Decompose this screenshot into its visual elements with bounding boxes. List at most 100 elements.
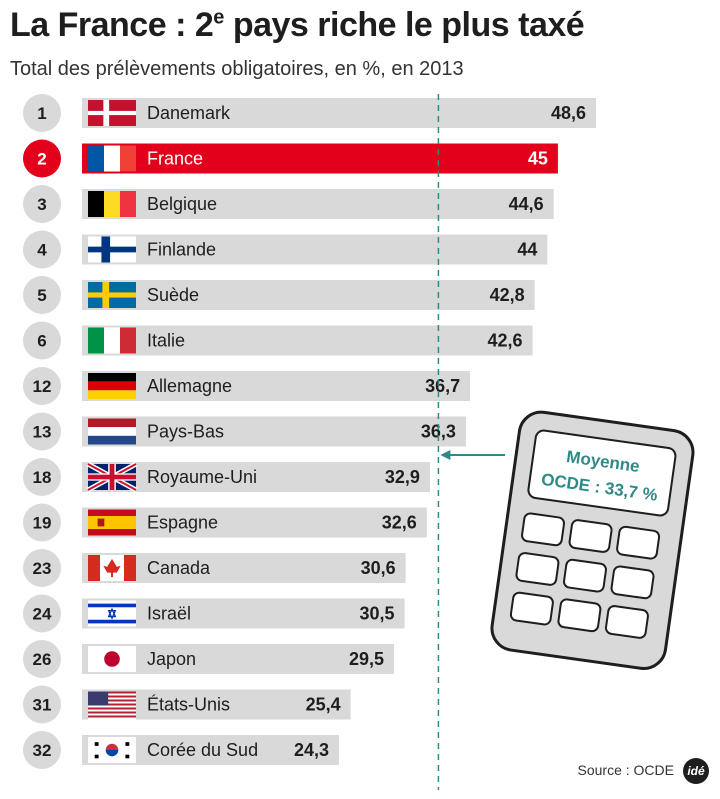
value-label: 44,6 [509,194,544,214]
bar-row: 6 Italie 42,6 [23,321,533,360]
rank-label: 4 [37,241,47,260]
rank-label: 23 [33,559,52,578]
chart-subtitle: Total des prélèvements obligatoires, en … [10,58,464,80]
rank-badge [23,276,61,314]
flag-be-icon [88,191,136,217]
category-label: Finlande [147,240,216,260]
rank-badge [23,367,61,405]
bar-row: 19 Espagne 32,6 [23,503,427,542]
value-label: 25,4 [306,695,341,715]
flag-kr-icon [88,737,136,763]
rank-label: 6 [37,332,46,351]
value-label: 48,6 [551,103,586,123]
rank-badge [23,458,61,496]
rank-badge [23,230,61,269]
bar [82,234,548,265]
value-label: 44 [517,240,537,260]
bar [82,462,430,492]
bar [82,416,466,447]
flag-fr-icon [88,145,136,172]
flag-es-icon [88,509,136,536]
flag-it-icon [88,327,136,354]
bar-row: 3 Belgique 44,6 [23,185,554,223]
rank-label: 32 [33,741,52,760]
category-label: Suède [147,285,199,305]
bar-row: 18 Royaume-Uni 32,9 [23,458,430,496]
bar-row: 12 Allemagne 36,7 [23,367,471,405]
value-label: 32,9 [385,467,420,487]
rank-label: 18 [33,468,52,487]
rank-badge [23,731,61,769]
rank-label: 3 [37,195,46,214]
flag-fi-icon [88,236,136,263]
rank-badge [23,94,61,132]
bar-row: 2 France 45 [23,139,558,178]
bar [82,280,535,310]
bar-row: 4 Finlande 44 [23,230,548,269]
bar-row: 26 Japon 29,5 [23,640,394,678]
rank-label: 31 [33,696,52,715]
value-label: 32,6 [382,513,417,533]
bar-row: 5 Suède 42,8 [23,276,535,314]
flag-ca-icon [88,555,136,581]
value-label: 30,5 [360,604,395,624]
bar [82,507,427,538]
category-label: Israël [147,604,191,624]
category-label: Italie [147,331,185,351]
category-label: Espagne [147,513,218,533]
bar-row: 32 Corée du Sud 24,3 [23,731,339,769]
flag-nl-icon [88,418,136,445]
value-label: 42,8 [490,285,525,305]
rank-badge [23,185,61,223]
rank-badge [23,685,61,724]
category-label: Canada [147,558,211,578]
rank-badge [23,412,61,451]
rank-badge [23,549,61,587]
value-label: 24,3 [294,740,329,760]
rank-badge [23,640,61,678]
bar [82,371,471,401]
rank-badge [23,321,61,360]
source-note: Source : OCDE [577,762,674,778]
value-label: 36,3 [421,422,456,442]
category-label: Corée du Sud [147,740,258,760]
value-label: 30,6 [361,558,396,578]
bar [82,189,554,219]
arrow-head-icon [440,450,451,460]
rank-label: 5 [37,286,46,305]
bar-row: 23 Canada 30,6 [23,549,406,587]
rank-label: 1 [37,104,46,123]
category-label: Danemark [147,103,231,123]
rank-label: 13 [33,423,52,442]
flag-se-icon [88,282,136,308]
rank-label: 19 [33,514,52,533]
bar-row: 24 Israël 30,5 [23,594,405,633]
rank-badge [23,594,61,633]
rank-badge [23,139,61,178]
rank-badge [23,503,61,542]
value-label: 45 [528,149,548,169]
bar-row: 31 États-Unis 25,4 [23,685,351,724]
chart-title: La France : 2e pays riche le plus taxé [10,6,585,44]
category-label: Allemagne [147,376,232,396]
flag-dk-icon [88,100,136,126]
value-label: 29,5 [349,649,384,669]
rank-label: 12 [33,377,52,396]
rank-label: 2 [37,150,46,169]
bar-row: 13 Pays-Bas 36,3 [23,412,466,451]
category-label: Belgique [147,194,217,214]
category-label: États-Unis [147,695,230,715]
publisher-logo: idé [683,758,709,784]
rank-label: 24 [33,605,52,624]
category-label: Royaume-Uni [147,467,257,487]
bar-row: 1 Danemark 48,6 [23,94,596,132]
flag-us-icon [88,691,136,720]
flag-jp-icon [88,646,136,672]
value-label: 36,7 [425,376,460,396]
flag-de-icon [88,373,136,399]
category-label: Japon [147,649,196,669]
bar [82,325,533,356]
value-label: 42,6 [487,331,522,351]
